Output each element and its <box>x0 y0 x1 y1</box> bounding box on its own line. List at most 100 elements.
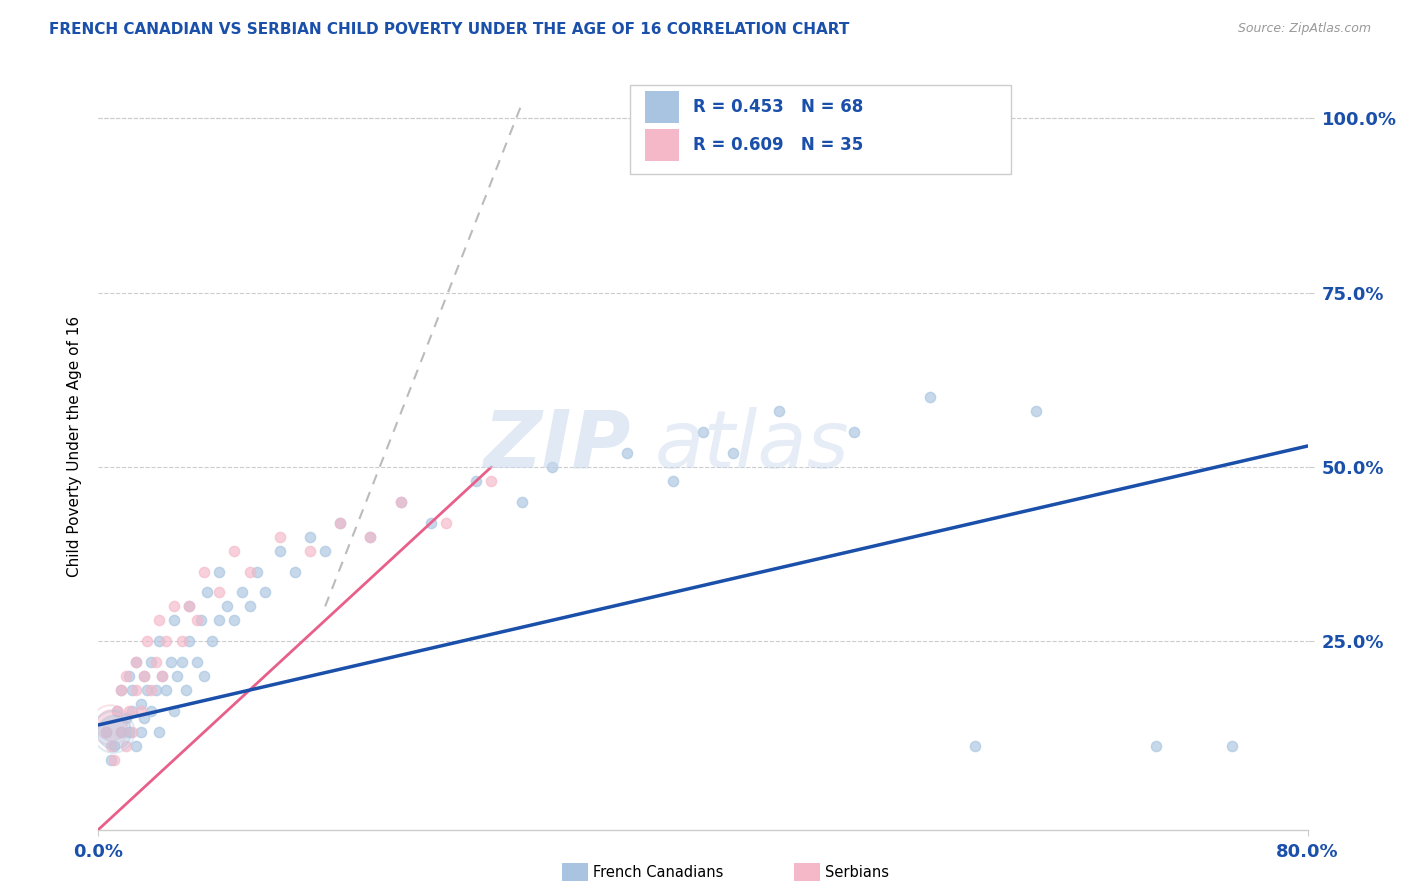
Point <box>224 613 246 627</box>
Point <box>284 565 307 579</box>
Text: R = 0.453   N = 68: R = 0.453 N = 68 <box>693 98 863 116</box>
Point <box>121 704 143 718</box>
Point <box>918 390 941 404</box>
Point <box>231 585 253 599</box>
Point <box>166 669 188 683</box>
Point <box>360 530 382 544</box>
Text: French Canadians: French Canadians <box>593 865 724 880</box>
Point <box>299 543 322 558</box>
Text: atlas: atlas <box>655 407 849 485</box>
Point <box>170 655 193 669</box>
Y-axis label: Child Poverty Under the Age of 16: Child Poverty Under the Age of 16 <box>66 316 82 576</box>
Text: FRENCH CANADIAN VS SERBIAN CHILD POVERTY UNDER THE AGE OF 16 CORRELATION CHART: FRENCH CANADIAN VS SERBIAN CHILD POVERTY… <box>49 22 849 37</box>
Point <box>110 683 132 698</box>
Point <box>121 683 143 698</box>
Point <box>723 446 745 460</box>
Point <box>114 711 136 725</box>
Point <box>132 711 155 725</box>
Point <box>148 634 170 648</box>
Point <box>129 725 152 739</box>
Point <box>110 725 132 739</box>
Point <box>616 446 638 460</box>
Point <box>100 718 122 732</box>
Point <box>163 613 186 627</box>
Point <box>94 725 117 739</box>
Point <box>465 474 488 488</box>
Point <box>94 725 117 739</box>
Point <box>125 739 148 753</box>
Point <box>135 634 157 648</box>
Point <box>141 655 163 669</box>
Point <box>360 530 382 544</box>
Point <box>155 683 177 698</box>
Point <box>118 725 141 739</box>
Point <box>1024 404 1046 418</box>
Point <box>434 516 457 530</box>
Point <box>114 669 136 683</box>
Point <box>100 718 122 732</box>
Point <box>208 613 231 627</box>
Point <box>329 516 352 530</box>
Point <box>246 565 269 579</box>
Text: Source: ZipAtlas.com: Source: ZipAtlas.com <box>1237 22 1371 36</box>
Point <box>1144 739 1167 753</box>
Point <box>114 739 136 753</box>
Point <box>299 530 322 544</box>
Text: R = 0.609   N = 35: R = 0.609 N = 35 <box>693 136 863 154</box>
Point <box>145 655 167 669</box>
Text: Serbians: Serbians <box>825 865 890 880</box>
Point <box>239 565 262 579</box>
Point <box>110 725 132 739</box>
Point <box>208 565 231 579</box>
Point <box>132 669 155 683</box>
Point <box>100 739 122 753</box>
Point <box>135 683 157 698</box>
Point <box>110 683 132 698</box>
Point <box>163 704 186 718</box>
Point <box>208 585 231 599</box>
Point <box>103 725 125 739</box>
Point <box>510 495 533 509</box>
Point <box>125 683 148 698</box>
Point <box>540 459 562 474</box>
Point <box>179 599 201 614</box>
Point <box>481 474 503 488</box>
Point <box>179 634 201 648</box>
Point <box>129 704 152 718</box>
Point <box>844 425 866 439</box>
Point <box>1220 739 1243 753</box>
Point <box>186 613 208 627</box>
Text: ZIP: ZIP <box>484 407 630 485</box>
Point <box>215 599 238 614</box>
Point <box>692 425 714 439</box>
Point <box>141 683 163 698</box>
Point <box>193 565 215 579</box>
Point <box>121 725 143 739</box>
Point <box>269 543 291 558</box>
Point <box>965 739 987 753</box>
Point <box>129 697 152 711</box>
Point <box>105 704 128 718</box>
Bar <box>645 129 679 161</box>
Point <box>150 669 173 683</box>
Point <box>389 495 412 509</box>
Point <box>132 669 155 683</box>
Point <box>100 753 122 767</box>
Point <box>420 516 443 530</box>
Point <box>174 683 197 698</box>
Point <box>190 613 212 627</box>
Point <box>329 516 352 530</box>
FancyBboxPatch shape <box>630 86 1011 174</box>
Point <box>768 404 790 418</box>
Point <box>118 669 141 683</box>
Point <box>150 669 173 683</box>
Point <box>170 634 193 648</box>
Point <box>141 704 163 718</box>
Point <box>148 613 170 627</box>
Point <box>269 530 291 544</box>
Point <box>201 634 224 648</box>
Point <box>163 599 186 614</box>
Point <box>103 739 125 753</box>
Point <box>224 543 246 558</box>
Point <box>314 543 336 558</box>
